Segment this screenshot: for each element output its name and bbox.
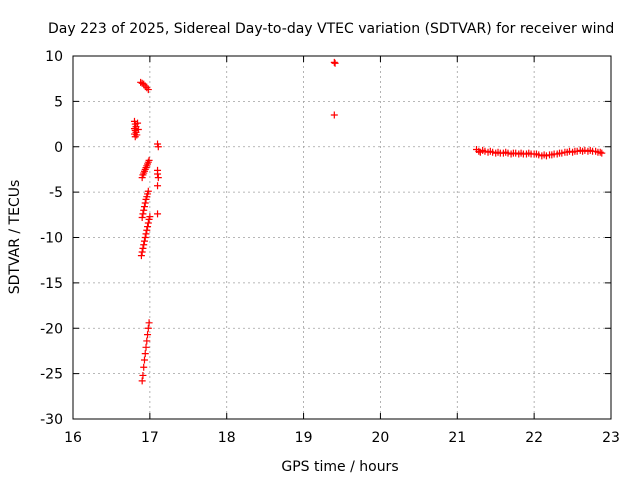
- data-point: [154, 174, 162, 182]
- data-point: [139, 210, 147, 218]
- data-point: [142, 230, 150, 238]
- chart-title: Day 223 of 2025, Sidereal Day-to-day VTE…: [48, 21, 614, 37]
- data-point: [144, 223, 152, 231]
- data-point: [138, 214, 146, 222]
- data-point: [139, 244, 147, 252]
- y-tick-label: -20: [40, 321, 63, 337]
- x-tick-label: 18: [218, 430, 236, 446]
- data-point: [134, 119, 142, 127]
- data-point: [331, 59, 339, 67]
- data-point: [154, 182, 162, 190]
- data-point: [558, 149, 566, 157]
- data-point: [598, 149, 606, 157]
- data-point: [144, 187, 152, 195]
- x-tick-label: 16: [64, 430, 82, 446]
- data-point: [154, 170, 162, 178]
- data-point: [144, 219, 152, 227]
- data-point: [140, 206, 148, 214]
- y-tick-label: -5: [49, 185, 63, 201]
- x-axis: 16 17 18 19 20 21 22 23: [64, 56, 620, 446]
- data-point: [144, 324, 152, 332]
- y-axis: -30 -25 -20 -15 -10 -5 0 5 10: [40, 49, 611, 428]
- data-point: [330, 111, 338, 119]
- x-tick-label: 22: [525, 430, 543, 446]
- data-point: [143, 337, 151, 345]
- data-point: [145, 319, 153, 327]
- y-tick-label: 10: [45, 49, 63, 65]
- x-tick-label: 20: [372, 430, 390, 446]
- x-tick-label: 17: [141, 430, 159, 446]
- x-axis-label: GPS time / hours: [281, 459, 398, 475]
- x-tick-label: 21: [448, 430, 466, 446]
- y-tick-label: 0: [54, 140, 63, 156]
- data-point: [154, 210, 162, 218]
- data-point: [141, 199, 149, 207]
- data-point: [140, 237, 148, 245]
- data-point: [140, 241, 148, 249]
- data-point: [542, 152, 550, 160]
- data-points: [130, 58, 606, 385]
- x-tick-label: 19: [295, 430, 313, 446]
- data-point: [144, 331, 152, 339]
- data-point: [131, 133, 139, 141]
- data-point: [140, 356, 148, 364]
- data-point: [138, 248, 146, 256]
- y-tick-label: -30: [40, 412, 63, 428]
- data-point: [137, 252, 145, 260]
- data-point: [141, 350, 149, 358]
- data-point: [154, 143, 162, 151]
- y-tick-label: -25: [40, 367, 63, 383]
- data-point: [134, 126, 142, 134]
- data-point: [141, 234, 149, 241]
- data-point: [596, 148, 604, 156]
- data-point: [330, 58, 338, 66]
- data-point: [145, 156, 153, 164]
- data-point: [140, 203, 148, 211]
- data-point: [143, 226, 151, 234]
- data-point: [475, 147, 483, 155]
- data-point: [142, 343, 150, 351]
- data-point: [144, 86, 152, 94]
- y-tick-label: 5: [54, 94, 63, 110]
- grid: [73, 56, 611, 419]
- data-point: [138, 377, 146, 385]
- data-point: [146, 213, 154, 221]
- data-point: [139, 371, 147, 379]
- y-tick-label: -15: [40, 276, 63, 292]
- y-axis-label: SDTVAR / TECUs: [7, 180, 23, 295]
- x-tick-label: 23: [602, 430, 620, 446]
- data-point: [140, 363, 148, 371]
- y-tick-label: -10: [40, 231, 63, 247]
